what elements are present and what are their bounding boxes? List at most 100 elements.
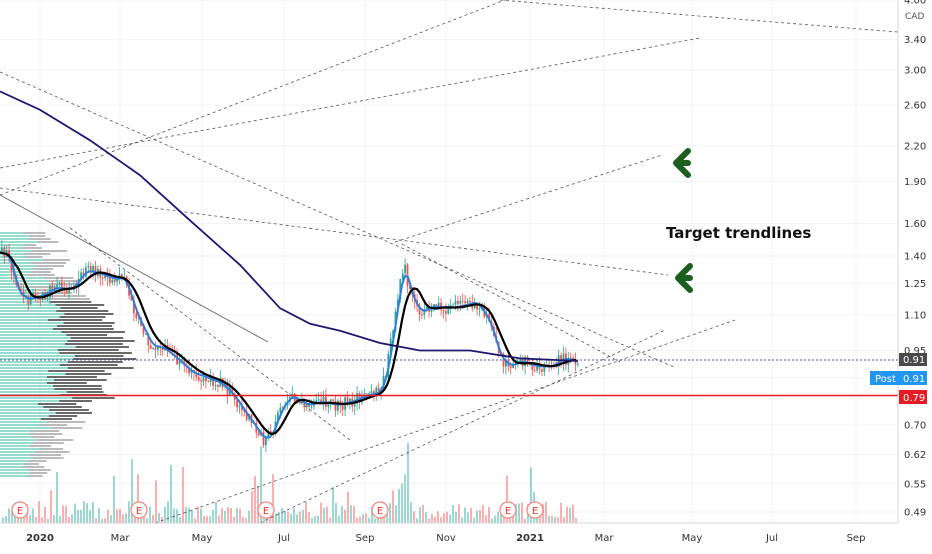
candle-body[interactable] — [356, 393, 358, 404]
candle-body[interactable] — [445, 311, 447, 314]
candle-body[interactable] — [133, 299, 135, 314]
candle-body[interactable] — [221, 378, 224, 388]
candle-body[interactable] — [257, 432, 260, 436]
candle-body[interactable] — [449, 305, 452, 308]
candle-body[interactable] — [526, 356, 529, 365]
candle-body[interactable] — [279, 407, 282, 413]
candle-body[interactable] — [430, 308, 433, 312]
candle-body[interactable] — [65, 289, 68, 293]
candle-body[interactable] — [365, 393, 368, 395]
candle-body[interactable] — [181, 359, 183, 362]
candle-body[interactable] — [459, 300, 462, 304]
candle-body[interactable] — [531, 364, 534, 370]
target-trendlines-annotation[interactable]: Target trendlines — [666, 224, 811, 242]
candle-body[interactable] — [305, 404, 308, 408]
candle-body[interactable] — [375, 387, 378, 394]
trendline-dashed[interactable] — [499, 0, 898, 33]
candle-body[interactable] — [89, 266, 92, 273]
candle-body[interactable] — [231, 387, 234, 394]
candle-body[interactable] — [178, 361, 181, 365]
candle-body[interactable] — [20, 289, 22, 291]
candle-body[interactable] — [392, 330, 394, 339]
candle-body[interactable] — [142, 325, 145, 334]
candle-body[interactable] — [34, 293, 37, 296]
candle-body[interactable] — [536, 364, 538, 371]
trendline-dashed[interactable] — [394, 154, 663, 243]
candle-body[interactable] — [113, 279, 116, 282]
candle-body[interactable] — [243, 410, 246, 413]
candle-body[interactable] — [205, 377, 207, 382]
candle-body[interactable] — [154, 347, 157, 350]
candle-body[interactable] — [214, 384, 217, 386]
candle-body[interactable] — [183, 359, 186, 366]
candle-body[interactable] — [85, 267, 87, 277]
candle-body[interactable] — [56, 284, 58, 288]
earnings-marker[interactable]: E — [11, 501, 29, 519]
candle-body[interactable] — [310, 406, 313, 408]
candle-body[interactable] — [382, 375, 385, 390]
candle-body[interactable] — [277, 412, 279, 422]
price-axis[interactable]: 4.00 3.40 3.00 2.60 2.20 1.90 1.60 1.40 1.25 1.10… — [897, 0, 932, 550]
candle-body[interactable] — [574, 360, 577, 365]
candle-body[interactable] — [51, 285, 54, 292]
candle-body[interactable] — [265, 437, 267, 446]
arrow-left-icon[interactable] — [675, 263, 693, 293]
candle-body[interactable] — [137, 317, 140, 319]
candle-body[interactable] — [377, 387, 380, 392]
candle-body[interactable] — [464, 301, 466, 304]
candle-body[interactable] — [101, 277, 104, 279]
candle-body[interactable] — [349, 398, 351, 404]
candle-body[interactable] — [147, 333, 150, 346]
candle-body[interactable] — [435, 304, 438, 307]
candle-body[interactable] — [341, 404, 344, 410]
candle-body[interactable] — [370, 391, 373, 394]
candle-body[interactable] — [389, 338, 392, 354]
candle-body[interactable] — [92, 266, 94, 273]
candle-body[interactable] — [116, 278, 118, 282]
candle-body[interactable] — [207, 381, 210, 383]
candle-body[interactable] — [195, 372, 198, 378]
candle-body[interactable] — [529, 364, 531, 366]
candle-body[interactable] — [421, 314, 423, 316]
candle-body[interactable] — [1, 247, 3, 253]
candle-body[interactable] — [46, 297, 49, 300]
candle-body[interactable] — [32, 293, 34, 295]
candle-body[interactable] — [363, 393, 366, 395]
candle-body[interactable] — [560, 355, 562, 364]
candle-body[interactable] — [373, 391, 375, 394]
candle-body[interactable] — [157, 346, 159, 350]
candle-body[interactable] — [442, 309, 445, 312]
earnings-marker[interactable]: E — [371, 501, 389, 519]
candle-body[interactable] — [236, 399, 238, 408]
candle-body[interactable] — [322, 396, 325, 404]
earnings-marker[interactable]: E — [257, 501, 275, 519]
candle-body[interactable] — [406, 264, 409, 286]
candle-body[interactable] — [188, 367, 190, 374]
candle-body[interactable] — [202, 377, 205, 382]
candle-body[interactable] — [509, 366, 512, 369]
candle-body[interactable] — [476, 304, 478, 310]
candle-body[interactable] — [267, 430, 270, 438]
candle-body[interactable] — [329, 399, 332, 403]
time-axis[interactable]: 2020 Mar May Jul Sep Nov 2021 Mar May Jul Sep — [0, 522, 898, 550]
candle-body[interactable] — [418, 305, 421, 315]
candle-body[interactable] — [281, 407, 284, 409]
candle-body[interactable] — [473, 304, 476, 309]
candle-body[interactable] — [337, 400, 339, 411]
candle-body[interactable] — [409, 285, 411, 290]
trendline-dashed[interactable] — [0, 71, 677, 369]
candle-body[interactable] — [519, 358, 522, 364]
arrow-left-icon[interactable] — [673, 148, 691, 178]
candle-body[interactable] — [152, 347, 154, 349]
trendline-dashed[interactable] — [154, 319, 736, 523]
candle-body[interactable] — [27, 295, 30, 305]
candle-body[interactable] — [94, 266, 97, 276]
trendline-dashed[interactable] — [69, 227, 351, 441]
candle-body[interactable] — [423, 308, 426, 315]
candle-body[interactable] — [109, 277, 111, 283]
candle-body[interactable] — [217, 384, 219, 387]
candle-body[interactable] — [425, 305, 428, 309]
candle-body[interactable] — [241, 406, 243, 411]
